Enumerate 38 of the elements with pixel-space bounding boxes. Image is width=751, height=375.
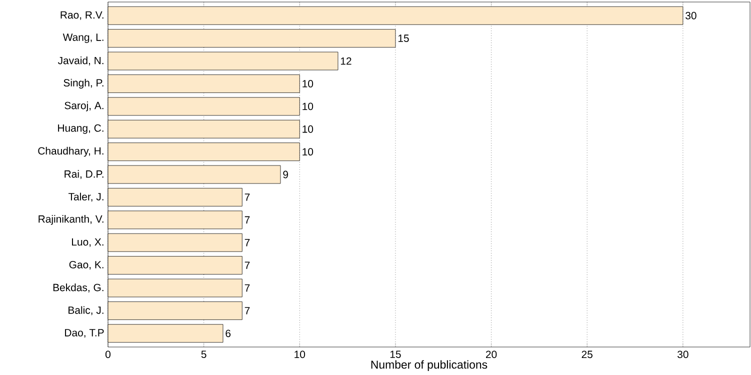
data-label: 12 — [340, 57, 352, 65]
x-tick-label: 10 — [294, 350, 306, 358]
x-tick-label: 0 — [105, 350, 110, 358]
data-label: 7 — [244, 194, 250, 201]
y-tick-label: Rai, D.P. — [64, 170, 104, 179]
data-label: 10 — [302, 80, 314, 88]
data-label: 15 — [398, 34, 409, 42]
y-tick-label: Singh, P. — [64, 78, 104, 89]
x-tick-label: 5 — [201, 350, 206, 358]
y-tick-label: Rao, R.V. — [60, 11, 104, 20]
data-label: 7 — [244, 262, 250, 269]
y-tick-label: Bekdas, G. — [53, 284, 104, 292]
y-tick-label: Huang, C. — [58, 124, 104, 134]
data-label: 7 — [244, 216, 250, 224]
data-label: 7 — [244, 284, 250, 292]
y-tick-label: Gao, K. — [69, 260, 104, 270]
y-tick-label: Luo, X. — [72, 238, 104, 247]
x-tick-label: 25 — [582, 350, 592, 358]
x-tick-label: 30 — [678, 350, 688, 358]
x-tick-label: 15 — [390, 350, 401, 358]
x-tick-label: 20 — [486, 350, 497, 358]
data-label: 9 — [283, 170, 288, 178]
y-tick-label: Balic, J. — [68, 306, 104, 316]
y-tick-label: Saroj, A. — [64, 102, 104, 112]
data-label: 10 — [302, 125, 314, 133]
y-tick-label: Rajinikanth, V. — [38, 215, 104, 225]
x-axis-title: Number of publications — [371, 360, 488, 371]
y-tick-label: Taler, J. — [68, 192, 104, 202]
y-tick-label: Javaid, N. — [58, 56, 104, 66]
data-label: 6 — [226, 330, 231, 338]
data-label: 7 — [244, 239, 250, 246]
y-tick-label: Dao, T.P — [65, 329, 104, 338]
data-label: 10 — [302, 148, 314, 156]
data-label: 10 — [302, 102, 314, 110]
data-label: 7 — [244, 307, 250, 314]
y-tick-label: Chaudhary, H. — [38, 146, 104, 157]
y-tick-label: Wang, L. — [62, 34, 104, 43]
data-label: 30 — [686, 12, 696, 20]
